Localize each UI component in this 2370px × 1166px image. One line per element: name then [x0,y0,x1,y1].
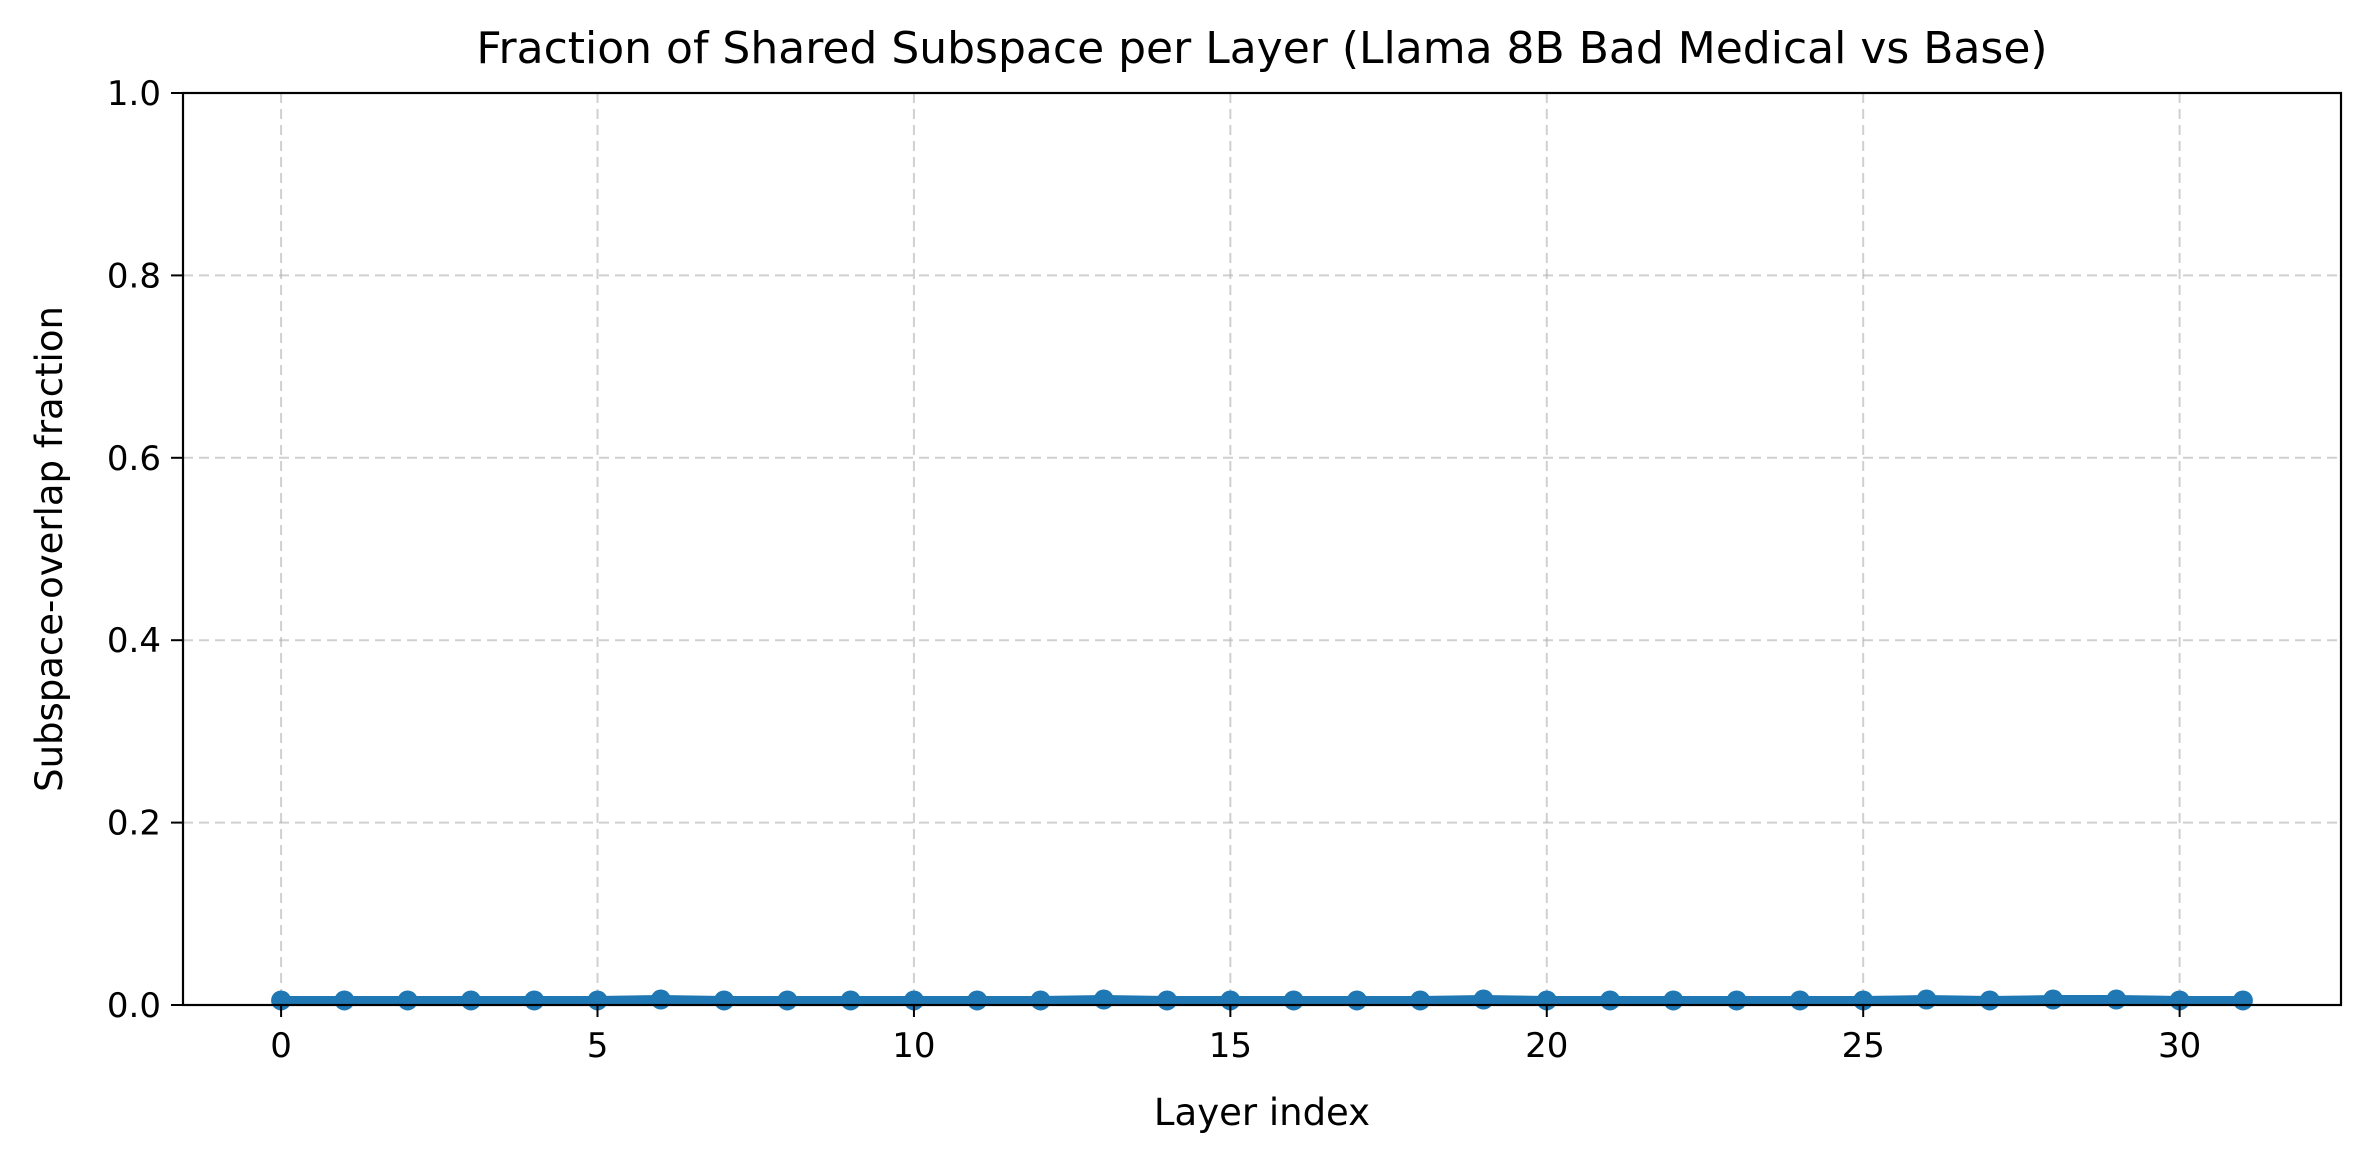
data-point [1663,990,1684,1011]
ticks: 0 5 10 15 20 25 30 0.0 0.2 0.4 0.6 0.8 1.0 [107,74,2201,1066]
y-tick-label: 0.2 [107,804,161,844]
data-point [397,990,418,1011]
data-point [1789,990,1810,1011]
data-point [840,990,861,1011]
y-tick-label: 0.4 [107,621,161,661]
y-tick-label: 0.8 [107,256,161,296]
data-point [334,990,355,1011]
data-point [460,990,481,1011]
x-tick-label: 20 [1525,1026,1568,1066]
y-tick-label: 0.6 [107,439,161,479]
y-axis-label: Subspace-overlap fraction [28,306,71,792]
x-tick-label: 30 [2158,1026,2201,1066]
data-point [967,990,988,1011]
x-axis-label: Layer index [1154,1091,1370,1134]
x-tick-label: 25 [1842,1026,1885,1066]
x-tick-label: 15 [1209,1026,1252,1066]
data-point [1093,989,1114,1010]
chart-title: Fraction of Shared Subspace per Layer (L… [476,23,2047,74]
grid [183,93,2341,1005]
data-point [524,990,545,1011]
data-point [2232,990,2253,1011]
data-point [1979,990,2000,1011]
data-point [1726,990,1747,1011]
data-point [1157,990,1178,1011]
data-point [2106,989,2127,1010]
data-point [650,989,671,1010]
x-tick-label: 5 [587,1026,609,1066]
data-point [1473,989,1494,1010]
data-point [2043,989,2064,1010]
data-point [1283,990,1304,1011]
data-point [1030,990,1051,1011]
data-point [1410,990,1431,1011]
y-tick-label: 0.0 [107,986,161,1026]
series-line [281,995,2243,1005]
data-point [1346,990,1367,1011]
y-tick-label: 1.0 [107,74,161,114]
data-point [1916,989,1937,1010]
x-tick-label: 10 [892,1026,935,1066]
data-point [1600,990,1621,1011]
data-point [714,990,735,1011]
plot-frame [181,91,2343,1007]
x-tick-label: 0 [270,1026,292,1066]
data-point [777,990,798,1011]
